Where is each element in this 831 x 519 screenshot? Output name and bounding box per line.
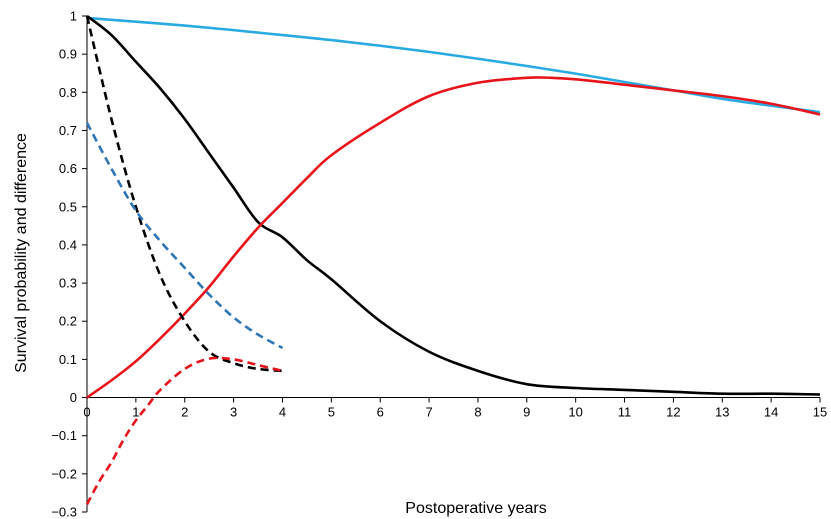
series-line-3-solid xyxy=(86,76,821,399)
y-tick-label: 0.2 xyxy=(59,314,77,329)
y-tick-label: 1 xyxy=(70,9,77,24)
x-tick-label: 15 xyxy=(813,405,827,420)
series-line-2-solid xyxy=(86,14,821,396)
tick-labels: −0.3 −0.2 −0.1 0 0.1 0.2 0.3 0.4 0.5 0.6 0.7 0.8 0.9… xyxy=(51,9,827,519)
y-tick-label: 0.8 xyxy=(59,85,77,100)
y-tick-label: 0.5 xyxy=(59,199,77,214)
y-tick-label: 0.7 xyxy=(59,123,77,138)
x-tick-label: 10 xyxy=(568,405,582,420)
y-axis-title: Survival probability and difference xyxy=(13,133,30,373)
y-tick-label: 0.9 xyxy=(59,47,77,62)
x-tick-label: 0 xyxy=(83,405,90,420)
x-tick-label: 13 xyxy=(715,405,729,420)
x-tick-label: 8 xyxy=(474,405,481,420)
x-tick-label: 4 xyxy=(279,405,286,420)
y-tick-label: 0 xyxy=(70,390,77,405)
x-tick-label: 7 xyxy=(425,405,432,420)
series-line-6-dashed xyxy=(85,356,283,505)
x-tick-label: 6 xyxy=(377,405,384,420)
x-tick-label: 11 xyxy=(618,405,632,420)
y-tick-label: −0.1 xyxy=(51,428,77,443)
series-line-5-dashed xyxy=(85,122,284,350)
series-line-1-solid xyxy=(86,16,821,114)
y-tick-label: 0.4 xyxy=(59,237,77,252)
x-tick-label: 9 xyxy=(523,405,530,420)
y-tick-label: −0.3 xyxy=(51,505,77,519)
x-tick-label: 14 xyxy=(764,405,778,420)
x-tick-label: 1 xyxy=(132,405,139,420)
axes xyxy=(82,15,821,513)
y-tick-label: 0.3 xyxy=(59,276,77,291)
x-tick-label: 5 xyxy=(328,405,335,420)
series-layer xyxy=(85,14,821,505)
x-axis-title: Postoperative years xyxy=(405,500,546,517)
y-tick-label: 0.6 xyxy=(59,161,77,176)
series-line-4-dashed xyxy=(85,15,283,373)
x-tick-label: 2 xyxy=(181,405,188,420)
y-tick-label: 0.1 xyxy=(59,352,77,367)
x-tick-label: 3 xyxy=(230,405,237,420)
y-tick-label: −0.2 xyxy=(51,466,77,481)
x-tick-label: 12 xyxy=(666,405,680,420)
